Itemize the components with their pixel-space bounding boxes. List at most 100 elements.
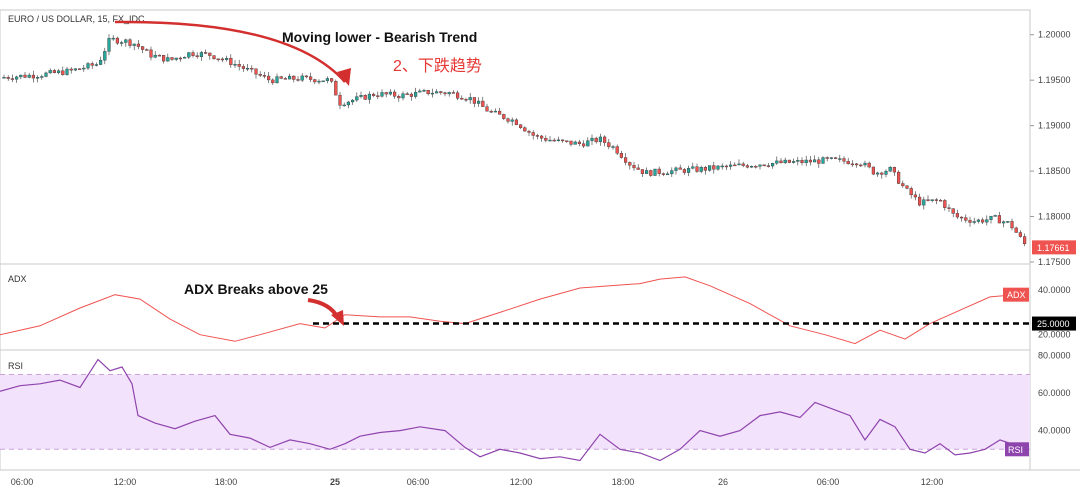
candle — [498, 110, 502, 115]
last-price-badge — [1032, 240, 1076, 255]
candle — [897, 171, 901, 184]
candle — [178, 57, 182, 60]
candle — [456, 92, 460, 99]
candle — [808, 159, 812, 163]
candle — [930, 199, 934, 201]
candle — [460, 97, 464, 100]
candle — [187, 52, 191, 58]
candle — [552, 139, 556, 142]
candle — [61, 70, 65, 75]
candle — [132, 43, 136, 46]
candle — [699, 167, 703, 172]
candle — [577, 141, 581, 144]
candle — [36, 77, 40, 79]
candle — [1010, 221, 1014, 229]
time-axis-label: 06:00 — [817, 477, 840, 487]
candle — [1006, 221, 1010, 223]
candle — [888, 166, 892, 172]
price-axis-label: 1.18500 — [1038, 166, 1071, 176]
candle — [300, 75, 304, 81]
adx-threshold-badge — [1032, 316, 1076, 331]
candle — [409, 93, 413, 97]
candle — [57, 70, 61, 73]
candle — [590, 137, 594, 141]
candle — [111, 37, 115, 40]
candle — [913, 194, 917, 198]
candle — [901, 183, 905, 187]
candle — [170, 57, 174, 60]
candle — [724, 165, 728, 168]
candle — [951, 208, 955, 214]
candle — [1018, 232, 1022, 237]
candle — [523, 127, 527, 132]
candle — [703, 167, 707, 171]
candle — [926, 199, 930, 201]
candle — [157, 54, 161, 57]
candle — [98, 59, 103, 65]
candle — [569, 140, 573, 145]
candle — [750, 166, 754, 168]
candle — [792, 161, 796, 163]
candle — [519, 124, 523, 128]
rsi-pane-title: RSI — [8, 361, 23, 371]
candle — [355, 96, 359, 101]
adx-pane-title: ADX — [8, 274, 27, 284]
adx-last-badge — [1003, 287, 1029, 302]
adx-axis-label: 20.0000 — [1038, 330, 1071, 340]
price-panel[interactable] — [0, 9, 1031, 265]
candle — [220, 58, 224, 61]
candle — [103, 51, 107, 61]
candle — [191, 52, 195, 56]
candle — [506, 118, 510, 122]
candle — [565, 140, 569, 142]
candle — [376, 95, 380, 97]
axis-labels: 1.20000 1.19500 1.19000 1.18500 1.18000 1.175… — [11, 30, 1076, 487]
candle — [430, 92, 434, 95]
candle — [964, 217, 968, 221]
candle — [128, 39, 132, 46]
candle — [1002, 221, 1006, 224]
candle — [960, 216, 964, 219]
candle — [997, 215, 1001, 224]
candle — [708, 165, 712, 171]
candle — [334, 81, 338, 96]
time-axis-label: 18:00 — [215, 477, 238, 487]
candle — [195, 55, 199, 57]
candle — [229, 57, 233, 65]
candle — [598, 136, 602, 143]
candle — [447, 92, 451, 95]
last-price-label: 1.17661 — [1037, 243, 1070, 253]
candle — [859, 164, 863, 167]
candle — [481, 100, 485, 107]
candle — [359, 95, 363, 97]
candle — [380, 92, 384, 97]
candle — [821, 157, 825, 164]
candle — [771, 162, 775, 167]
candle — [947, 207, 951, 209]
candle — [838, 158, 842, 160]
time-axis-label: 06:00 — [407, 477, 430, 487]
candle — [737, 163, 741, 166]
candle — [813, 159, 817, 163]
candle — [439, 91, 443, 93]
candle — [279, 76, 283, 79]
candle — [27, 74, 31, 78]
candle — [388, 91, 392, 95]
candle — [645, 170, 649, 174]
candle — [829, 157, 833, 159]
candle — [245, 67, 250, 70]
candle — [426, 90, 430, 95]
candle — [985, 219, 989, 223]
candle — [922, 199, 926, 206]
candle — [296, 79, 300, 81]
candle — [989, 215, 993, 220]
candle — [140, 46, 145, 50]
time-axis-label: 12:00 — [114, 477, 137, 487]
time-axis-label: 18:00 — [612, 477, 635, 487]
candle — [351, 99, 355, 103]
candle — [909, 188, 913, 196]
candle — [199, 52, 203, 57]
candle — [136, 43, 140, 47]
candle — [472, 97, 476, 104]
